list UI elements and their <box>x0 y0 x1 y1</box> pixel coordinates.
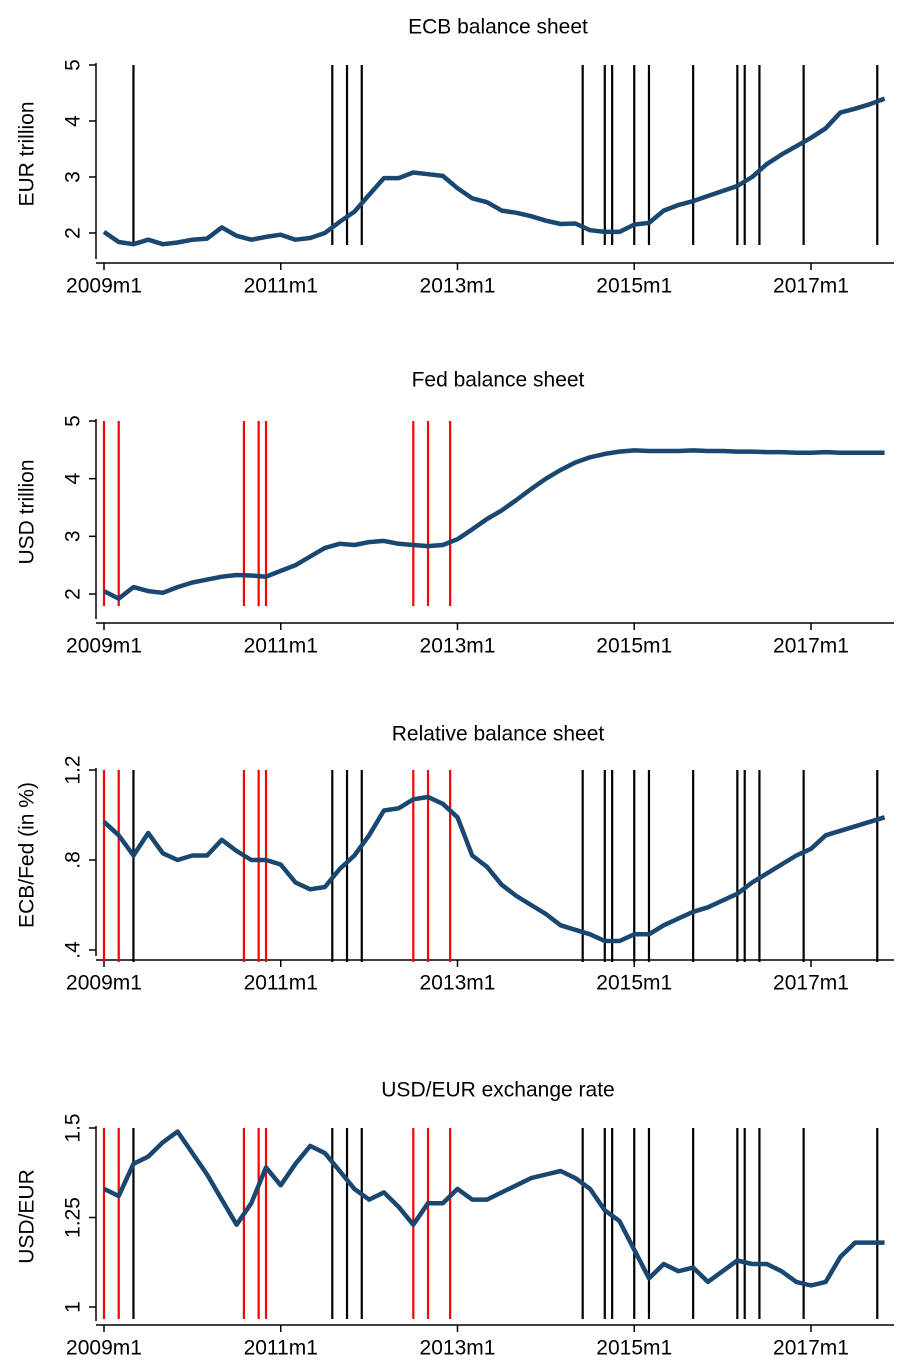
chart-title: ECB balance sheet <box>408 16 588 39</box>
x-tick-label: 2013m1 <box>420 635 496 658</box>
data-line <box>102 448 885 601</box>
y-tick-label: 1.25 <box>62 1197 85 1238</box>
y-tick-label: 5 <box>62 59 85 71</box>
x-tick-label: 2015m1 <box>596 972 672 995</box>
y-axis-label: USD trillion <box>16 459 39 564</box>
y-tick-label: 4 <box>62 115 85 127</box>
x-tick-label: 2011m1 <box>244 1337 318 1360</box>
x-tick-label: 2009m1 <box>66 1337 142 1360</box>
y-axis-label: EUR trillion <box>16 101 39 206</box>
y-tick-label: 3 <box>62 171 85 183</box>
data-line <box>102 96 886 247</box>
x-tick-label: 2011m1 <box>244 275 318 298</box>
x-tick-label: 2017m1 <box>773 275 849 298</box>
y-tick-label: 2 <box>62 227 85 239</box>
x-tick-label: 2015m1 <box>596 1337 672 1360</box>
x-tick-label: 2013m1 <box>420 972 496 995</box>
x-tick-label: 2013m1 <box>420 275 496 298</box>
x-tick-label: 2011m1 <box>244 635 318 658</box>
y-tick-label: 5 <box>62 415 85 427</box>
data-line <box>103 1129 885 1288</box>
chart-title: Fed balance sheet <box>412 369 585 392</box>
y-tick-label: .8 <box>62 851 85 869</box>
y-tick-label: 1.2 <box>62 755 85 784</box>
y-axis-label: USD/EUR <box>16 1169 39 1264</box>
x-tick-label: 2015m1 <box>596 635 672 658</box>
y-axis-label: ECB/Fed (in %) <box>16 782 39 928</box>
x-tick-label: 2017m1 <box>773 1337 849 1360</box>
x-tick-label: 2009m1 <box>66 275 142 298</box>
x-tick-label: 2009m1 <box>66 972 142 995</box>
x-tick-label: 2011m1 <box>244 972 318 995</box>
y-tick-label: 1 <box>62 1301 85 1313</box>
x-tick-label: 2013m1 <box>420 1337 496 1360</box>
data-line <box>102 794 886 944</box>
x-tick-label: 2015m1 <box>596 275 672 298</box>
y-tick-label: .4 <box>62 941 85 959</box>
x-tick-label: 2017m1 <box>773 635 849 658</box>
chart-title: USD/EUR exchange rate <box>381 1079 614 1102</box>
y-tick-label: 3 <box>62 530 85 542</box>
y-tick-label: 4 <box>62 473 85 485</box>
y-tick-label: 1.5 <box>62 1113 85 1142</box>
y-tick-label: 2 <box>62 588 85 600</box>
x-tick-label: 2009m1 <box>66 635 142 658</box>
x-tick-label: 2017m1 <box>773 972 849 995</box>
chart-title: Relative balance sheet <box>392 723 605 746</box>
